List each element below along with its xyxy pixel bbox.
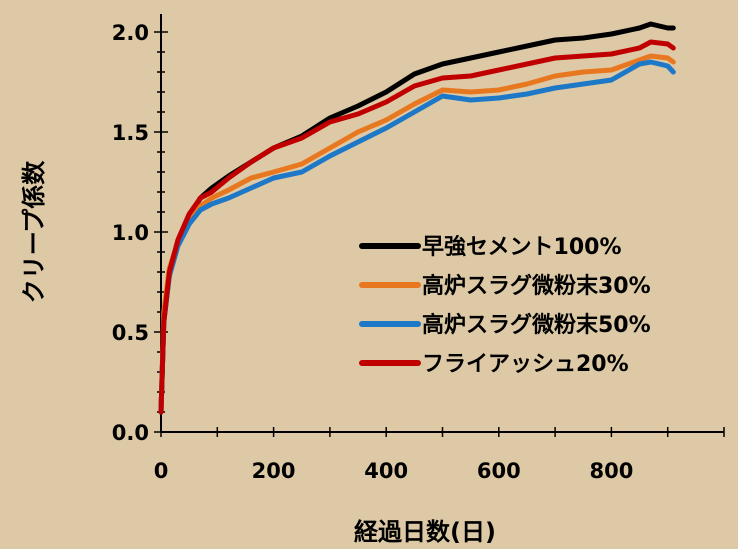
y-tick-label: 0.5: [112, 321, 149, 345]
series-layer: [158, 21, 676, 415]
x-tick-label: 400: [364, 459, 408, 483]
x-tick-label: 600: [477, 459, 521, 483]
series-line-4: [158, 39, 676, 415]
x-tick-label: 0: [154, 459, 169, 483]
legend: 早強セメント100% 高炉スラグ微粉末30% 高炉スラグ微粉末50% フライアッシュ2…: [359, 234, 651, 377]
legend-label-1: 早強セメント100%: [422, 234, 622, 260]
legend-label-4: フライアッシュ20%: [422, 352, 629, 377]
x-tick-label: 200: [252, 459, 296, 483]
legend-label-2: 高炉スラグ微粉末30%: [422, 273, 651, 299]
y-tick-label: 0.0: [112, 421, 149, 445]
series-line-3: [158, 59, 676, 415]
y-tick-label: 1.0: [112, 221, 149, 245]
x-tick-label: 800: [589, 459, 633, 483]
x-axis-title: 経過日数(日): [354, 518, 496, 546]
y-tick-label: 2.0: [112, 21, 149, 45]
y-axis-title: クリープ係数: [20, 160, 48, 304]
y-tick-label: 1.5: [112, 121, 149, 145]
axes: 0.0 0.5 1.0 1.5 2.0 0 200 400 600 800: [112, 14, 725, 483]
legend-label-3: 高炉スラグ微粉末50%: [422, 312, 651, 338]
